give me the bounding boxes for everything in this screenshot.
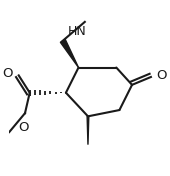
Polygon shape xyxy=(60,39,79,68)
Polygon shape xyxy=(87,116,89,145)
Text: O: O xyxy=(18,121,29,134)
Text: HN: HN xyxy=(67,25,86,38)
Text: O: O xyxy=(156,69,167,82)
Text: O: O xyxy=(2,67,12,80)
